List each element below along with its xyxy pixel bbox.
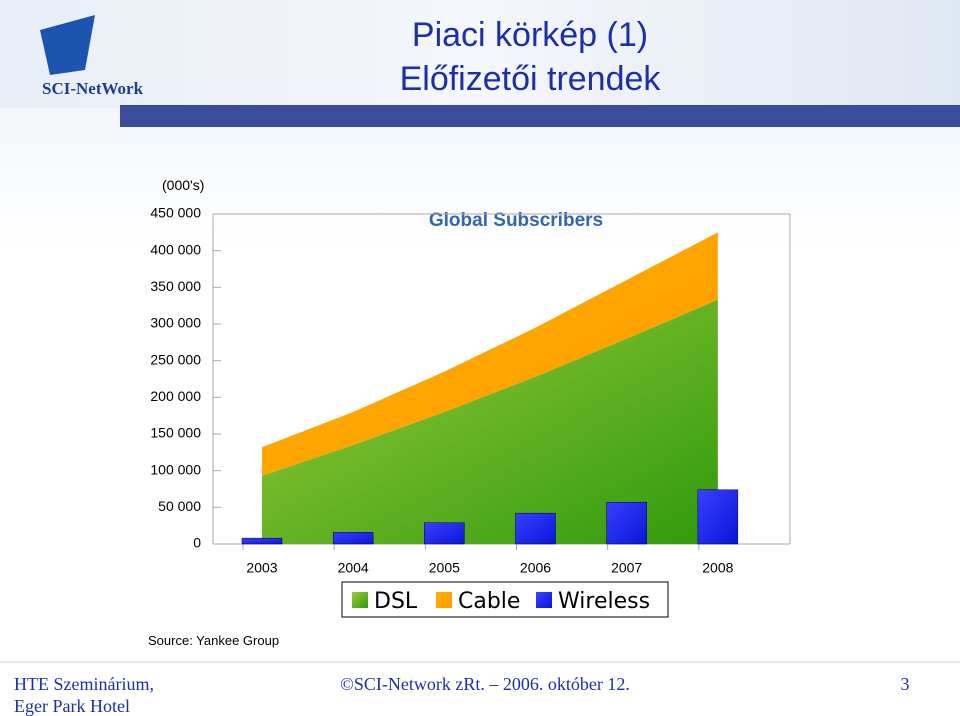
slide-subtitle: Előfizetői trendek — [400, 60, 662, 98]
x-tick-label: 2003 — [246, 560, 277, 576]
x-tick-label: 2005 — [429, 560, 460, 576]
page-number: 3 — [901, 674, 910, 694]
x-tick-label: 2008 — [702, 560, 733, 576]
legend-swatch — [536, 592, 552, 608]
bar — [332, 532, 374, 545]
y-tick-label: 300 000 — [150, 315, 201, 331]
y-tick-label: 100 000 — [150, 461, 201, 477]
y-axis-label: (000's) — [162, 177, 204, 193]
y-tick-label: 50 000 — [158, 498, 201, 514]
bar — [515, 512, 556, 545]
x-tick-label: 2007 — [611, 560, 642, 576]
footer-left: HTE Szeminárium, — [14, 674, 154, 694]
bar — [606, 501, 647, 545]
area — [262, 232, 718, 476]
legend-label: Wireless — [558, 589, 650, 614]
legend-swatch — [352, 592, 368, 608]
y-tick-label: 150 000 — [150, 425, 201, 441]
footer-left: Eger Park Hotel — [14, 696, 130, 716]
y-tick-label: 350 000 — [150, 278, 201, 294]
slide-title: Piaci körkép (1) — [412, 16, 648, 54]
y-tick-label: 400 000 — [150, 241, 201, 257]
source: Source: Yankee Group — [148, 633, 279, 648]
bar — [424, 522, 465, 545]
bar — [241, 537, 283, 545]
y-tick-label: 450 000 — [150, 205, 201, 221]
area — [262, 299, 718, 544]
footer-center: ©SCI-Network zRt. – 2006. október 12. — [340, 674, 630, 694]
x-tick-label: 2006 — [520, 560, 551, 576]
legend-label: Cable — [458, 589, 520, 614]
header — [0, 0, 960, 108]
x-tick-label: 2004 — [338, 560, 369, 576]
logo-mark — [40, 15, 95, 75]
y-tick-label: 0 — [193, 535, 201, 551]
legend — [341, 581, 669, 618]
chart-title: Global Subscribers — [429, 210, 603, 231]
y-tick-label: 200 000 — [150, 388, 201, 404]
header-bar — [120, 105, 960, 127]
y-tick-label: 250 000 — [150, 351, 201, 367]
logo-text: SCI-NetWork — [42, 79, 144, 98]
legend-swatch — [436, 592, 452, 608]
legend-label: DSL — [374, 589, 418, 614]
bar — [697, 489, 739, 545]
